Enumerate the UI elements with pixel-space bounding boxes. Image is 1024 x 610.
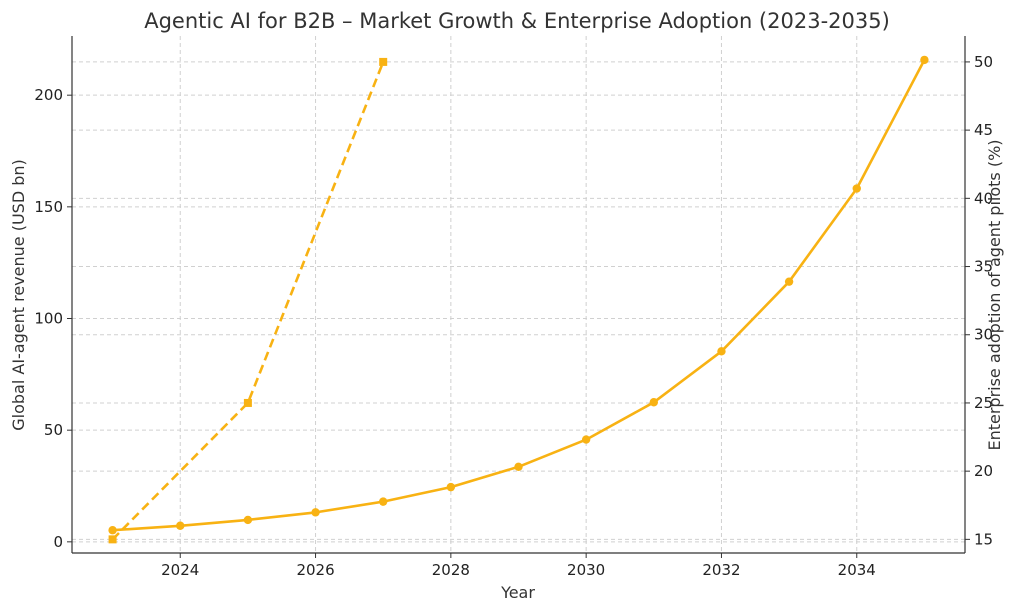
y2-tick-label: 30 [974, 326, 993, 344]
adoption-data-point [243, 398, 252, 407]
adoption-data-point [379, 57, 388, 66]
y-tick-label: 50 [44, 421, 63, 439]
x-tick-label: 2034 [838, 561, 876, 579]
x-tick-label: 2032 [702, 561, 740, 579]
revenue-data-point [717, 347, 726, 356]
revenue-data-point [852, 184, 861, 193]
revenue-data-point [581, 435, 591, 444]
x-tick-label: 2024 [161, 561, 199, 579]
y-tick-label: 0 [53, 533, 63, 551]
revenue-data-point [446, 482, 456, 492]
grid [72, 36, 965, 553]
y2-tick-label: 20 [974, 462, 993, 480]
revenue-data-point [176, 521, 185, 530]
revenue-data-point [514, 462, 523, 471]
revenue-data-point [378, 497, 388, 506]
axes: 2024 2026 2028 2030 2032 20340501001502001520… [34, 36, 993, 579]
revenue-data-point [311, 508, 320, 517]
y2-tick-label: 25 [974, 394, 993, 412]
y2-tick-label: 15 [974, 530, 993, 548]
series-layer [108, 55, 929, 544]
revenue-data-point [108, 526, 117, 535]
x-tick-label: 2026 [296, 561, 334, 579]
revenue-data-point [784, 277, 794, 286]
x-tick-label: 2028 [432, 561, 470, 579]
chart-title: Agentic AI for B2B – Market Growth & Ent… [144, 9, 890, 33]
revenue-data-point [920, 55, 929, 65]
y2-tick-label: 50 [974, 53, 993, 71]
y2-axis-label: Enterprise adoption of agent pilots (%) [985, 139, 1004, 450]
y-tick-label: 200 [34, 86, 63, 104]
x-tick-label: 2030 [567, 561, 605, 579]
y-tick-label: 150 [34, 198, 63, 216]
y-axis-label: Global AI-agent revenue (USD bn) [9, 159, 28, 431]
y2-tick-label: 40 [974, 189, 993, 207]
y2-tick-label: 45 [974, 121, 993, 139]
y2-tick-label: 35 [974, 258, 993, 276]
x-axis-label: Year [500, 583, 535, 602]
adoption-series-line [111, 61, 385, 541]
revenue-data-point [649, 398, 659, 407]
adoption-data-point [108, 535, 117, 544]
revenue-data-point [243, 515, 253, 525]
y-tick-label: 100 [34, 310, 63, 328]
